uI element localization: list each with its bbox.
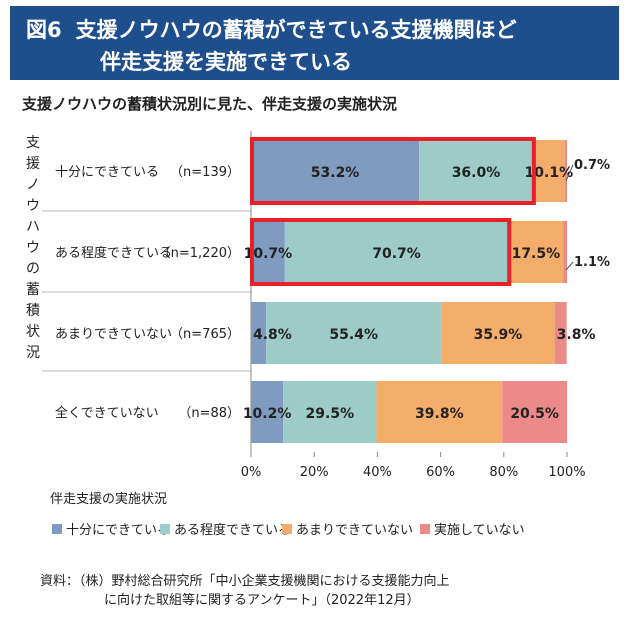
bar-segment bbox=[563, 221, 567, 283]
bar-segment bbox=[532, 140, 565, 202]
category-count: （n=139） bbox=[170, 165, 240, 180]
bar-segment bbox=[508, 221, 564, 283]
bar-segment bbox=[502, 381, 567, 443]
y-axis-title-char: ウ bbox=[26, 198, 40, 214]
data-label: 4.8% bbox=[253, 327, 292, 343]
x-tick-label: 40% bbox=[363, 465, 392, 480]
data-label: 10.7% bbox=[244, 246, 293, 262]
y-axis-title-char: ハ bbox=[26, 219, 40, 235]
title-line-2: 伴走支援を実施できている bbox=[100, 50, 352, 74]
x-tick-label: 0% bbox=[241, 465, 262, 480]
legend-label: 実施していない bbox=[434, 522, 525, 538]
bar-segment bbox=[441, 302, 555, 364]
bar-segment bbox=[419, 140, 533, 202]
bar-segment bbox=[251, 221, 285, 283]
title-banner: 図6 支援ノウハウの蓄積ができている支援機関ほど 伴走支援を実施できている bbox=[10, 6, 619, 80]
y-axis-title-char: 援 bbox=[26, 156, 40, 172]
y-axis-title-char: ノ bbox=[26, 177, 40, 193]
bar-segment bbox=[554, 302, 567, 364]
legend-label: あまりできていない bbox=[296, 523, 413, 538]
category-label: 十分にできている bbox=[55, 165, 159, 180]
source-note: 資料：（株）野村総合研究所「中小企業支援機関における支援能力向上 に向けた取組等… bbox=[40, 572, 450, 610]
category-count: （n=765） bbox=[170, 327, 240, 342]
legend-swatch bbox=[420, 524, 430, 534]
data-label: 53.2% bbox=[311, 165, 360, 181]
figure-number: 図6 bbox=[26, 18, 62, 42]
title-text-1: 支援ノウハウの蓄積ができている支援機関ほど bbox=[75, 18, 517, 42]
data-label: 39.8% bbox=[415, 406, 464, 422]
source-line-2: に向けた取組等に関するアンケート」（2022年12月） bbox=[104, 593, 420, 608]
bar-segment bbox=[283, 381, 377, 443]
y-axis-title-char: 況 bbox=[26, 345, 40, 361]
data-label: 70.7% bbox=[372, 246, 421, 262]
y-axis-title-char: 蓄 bbox=[26, 282, 40, 298]
leader-line bbox=[565, 164, 574, 182]
x-tick-label: 20% bbox=[300, 465, 329, 480]
bar-segment bbox=[251, 302, 267, 364]
y-axis-title-char: 支 bbox=[26, 135, 40, 151]
bar-segment bbox=[376, 381, 503, 443]
chart-subtitle: 支援ノウハウの蓄積状況別に見た、伴走支援の実施状況 bbox=[22, 95, 398, 113]
y-axis-title-char: ウ bbox=[26, 240, 40, 256]
category-label: あまりできていない bbox=[55, 327, 172, 342]
y-axis-title-char: 状 bbox=[26, 324, 40, 340]
x-tick-label: 80% bbox=[489, 465, 518, 480]
bar-segment bbox=[251, 381, 284, 443]
highlight-box bbox=[250, 137, 536, 205]
data-label: 29.5% bbox=[306, 406, 355, 422]
data-label: 0.7% bbox=[574, 158, 610, 173]
bar-segment bbox=[266, 302, 442, 364]
bar-segment bbox=[251, 140, 420, 202]
category-count: （n=1,220） bbox=[158, 246, 240, 261]
data-label: 17.5% bbox=[512, 246, 561, 262]
data-label: 10.1% bbox=[525, 165, 574, 181]
legend-title: 伴走支援の実施状況 bbox=[50, 491, 167, 507]
legend-swatch bbox=[160, 524, 170, 534]
data-label: 36.0% bbox=[452, 165, 501, 181]
legend-label: 十分にできている bbox=[66, 523, 170, 538]
x-tick-label: 60% bbox=[426, 465, 455, 480]
y-axis-title-char: の bbox=[26, 261, 40, 277]
leader-line bbox=[565, 261, 574, 271]
highlight-box bbox=[250, 218, 512, 286]
source-line-1: 資料：（株）野村総合研究所「中小企業支援機関における支援能力向上 bbox=[40, 574, 450, 589]
legend-label: ある程度できている bbox=[174, 522, 291, 538]
legend-swatch bbox=[52, 524, 62, 534]
category-label: ある程度できている bbox=[55, 245, 172, 261]
bar-segment bbox=[564, 140, 567, 202]
legend-swatch bbox=[282, 524, 292, 534]
data-label: 20.5% bbox=[510, 406, 559, 422]
category-count: （n=88） bbox=[178, 406, 240, 421]
data-label: 55.4% bbox=[329, 327, 378, 343]
category-label: 全くできていない bbox=[55, 405, 159, 421]
x-tick-label: 100% bbox=[548, 465, 585, 480]
title-line-1: 図6 支援ノウハウの蓄積ができている支援機関ほど bbox=[26, 14, 517, 44]
bar-segment bbox=[284, 221, 509, 283]
data-label: 1.1% bbox=[574, 255, 610, 270]
y-axis-title-char: 積 bbox=[26, 303, 40, 319]
data-label: 10.2% bbox=[243, 406, 292, 422]
data-label: 35.9% bbox=[474, 327, 523, 343]
data-label: 3.8% bbox=[557, 327, 596, 343]
